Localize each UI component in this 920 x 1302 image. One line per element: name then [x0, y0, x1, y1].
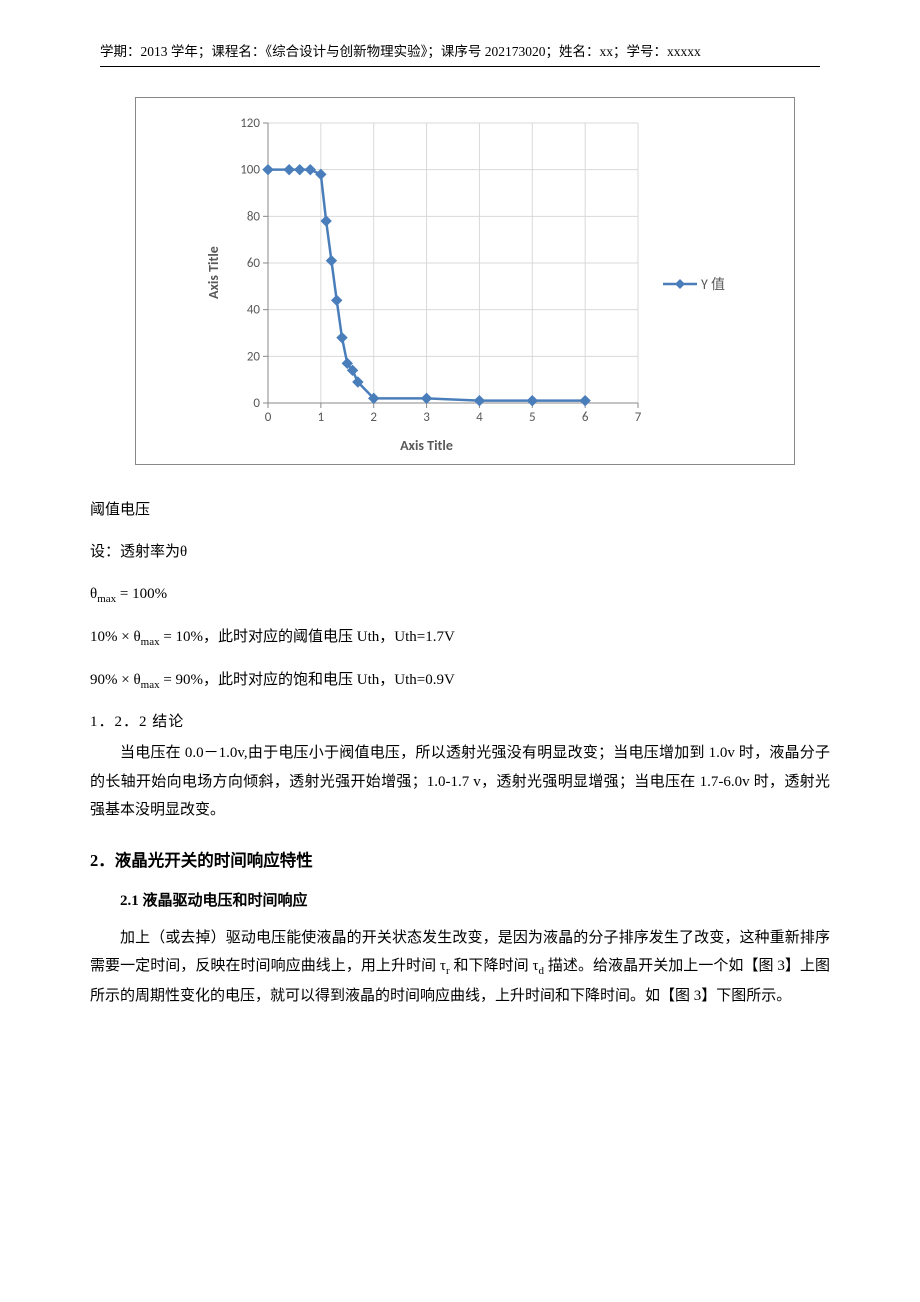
section21-part-b: 和下降时间 τ [453, 958, 538, 974]
svg-text:60: 60 [247, 256, 261, 271]
section-2-title: 2．液晶光开关的时间响应特性 [90, 847, 830, 871]
legend-label: Y 值 [701, 274, 725, 294]
set-transmittance-line: 设：透射率为θ [90, 537, 830, 567]
legend-marker-icon [663, 277, 697, 291]
conclusion-heading: 1．2．2 结论 [90, 710, 830, 731]
ten-pct-sub: max [141, 636, 160, 648]
svg-text:40: 40 [247, 303, 261, 318]
svg-text:6: 6 [582, 410, 589, 425]
section-2-1-paragraph: 加上（或去掉）驱动电压能使液晶的开关状态发生改变，是因为液晶的分子排序发生了改变… [90, 924, 830, 1011]
section-2-1-title: 2.1 液晶驱动电压和时间响应 [90, 889, 830, 910]
ten-pct-prefix: 10% × θ [90, 629, 141, 645]
svg-text:5: 5 [529, 410, 536, 425]
document-page: 学期：2013 学年；课程名：《综合设计与创新物理实验》；课序号 2021730… [0, 0, 920, 1302]
threshold-heading: 阈值电压 [90, 495, 830, 525]
tau-r-sub: r [446, 965, 450, 977]
svg-text:100: 100 [240, 163, 260, 178]
chart-inner-row: Axis Title 0 1 2 3 4 5 6 7 0 20 40 60 80 100 120 Axis … [205, 113, 725, 454]
svg-text:0: 0 [265, 410, 272, 425]
chart-legend: Y 值 [663, 274, 725, 294]
plot-area: Axis Title 0 1 2 3 4 5 6 7 0 20 40 60 80 100 120 [205, 113, 648, 433]
theta-max-value: = 100% [116, 586, 167, 602]
theta-max-sub: max [97, 593, 116, 605]
svg-text:2: 2 [370, 410, 377, 425]
ninety-pct-sub: max [141, 679, 160, 691]
svg-text:3: 3 [423, 410, 430, 425]
page-header: 学期：2013 学年；课程名：《综合设计与创新物理实验》；课序号 2021730… [100, 40, 820, 67]
line-chart-svg: 0 1 2 3 4 5 6 7 0 20 40 60 80 100 120 [228, 113, 648, 433]
svg-text:80: 80 [247, 209, 261, 224]
svg-text:0: 0 [253, 396, 260, 411]
y-axis-title: Axis Title [205, 113, 222, 433]
svg-text:4: 4 [476, 410, 483, 425]
svg-text:120: 120 [240, 116, 260, 131]
svg-text:7: 7 [635, 410, 642, 425]
chart-container: Axis Title 0 1 2 3 4 5 6 7 0 20 40 60 80 100 120 Axis … [135, 97, 795, 465]
ten-percent-equation: 10% × θmax = 10%，此时对应的阈值电压 Uth，Uth=1.7V [90, 622, 830, 653]
ninety-pct-prefix: 90% × θ [90, 672, 141, 688]
svg-text:1: 1 [318, 410, 325, 425]
plot-area-wrap: Axis Title 0 1 2 3 4 5 6 7 0 20 40 60 80 100 120 Axis … [205, 113, 648, 454]
x-axis-title: Axis Title [400, 437, 453, 454]
conclusion-paragraph: 当电压在 0.0－1.0v,由于电压小于阀值电压，所以透射光强没有明显改变；当电… [90, 739, 830, 825]
ten-pct-rest: = 10%，此时对应的阈值电压 Uth，Uth=1.7V [160, 629, 455, 645]
ninety-percent-equation: 90% × θmax = 90%，此时对应的饱和电压 Uth，Uth=0.9V [90, 665, 830, 696]
ninety-pct-rest: = 90%，此时对应的饱和电压 Uth，Uth=0.9V [160, 672, 455, 688]
tau-d-sub: d [539, 965, 545, 977]
theta-max-equation: θmax = 100% [90, 579, 830, 610]
svg-text:20: 20 [247, 349, 261, 364]
